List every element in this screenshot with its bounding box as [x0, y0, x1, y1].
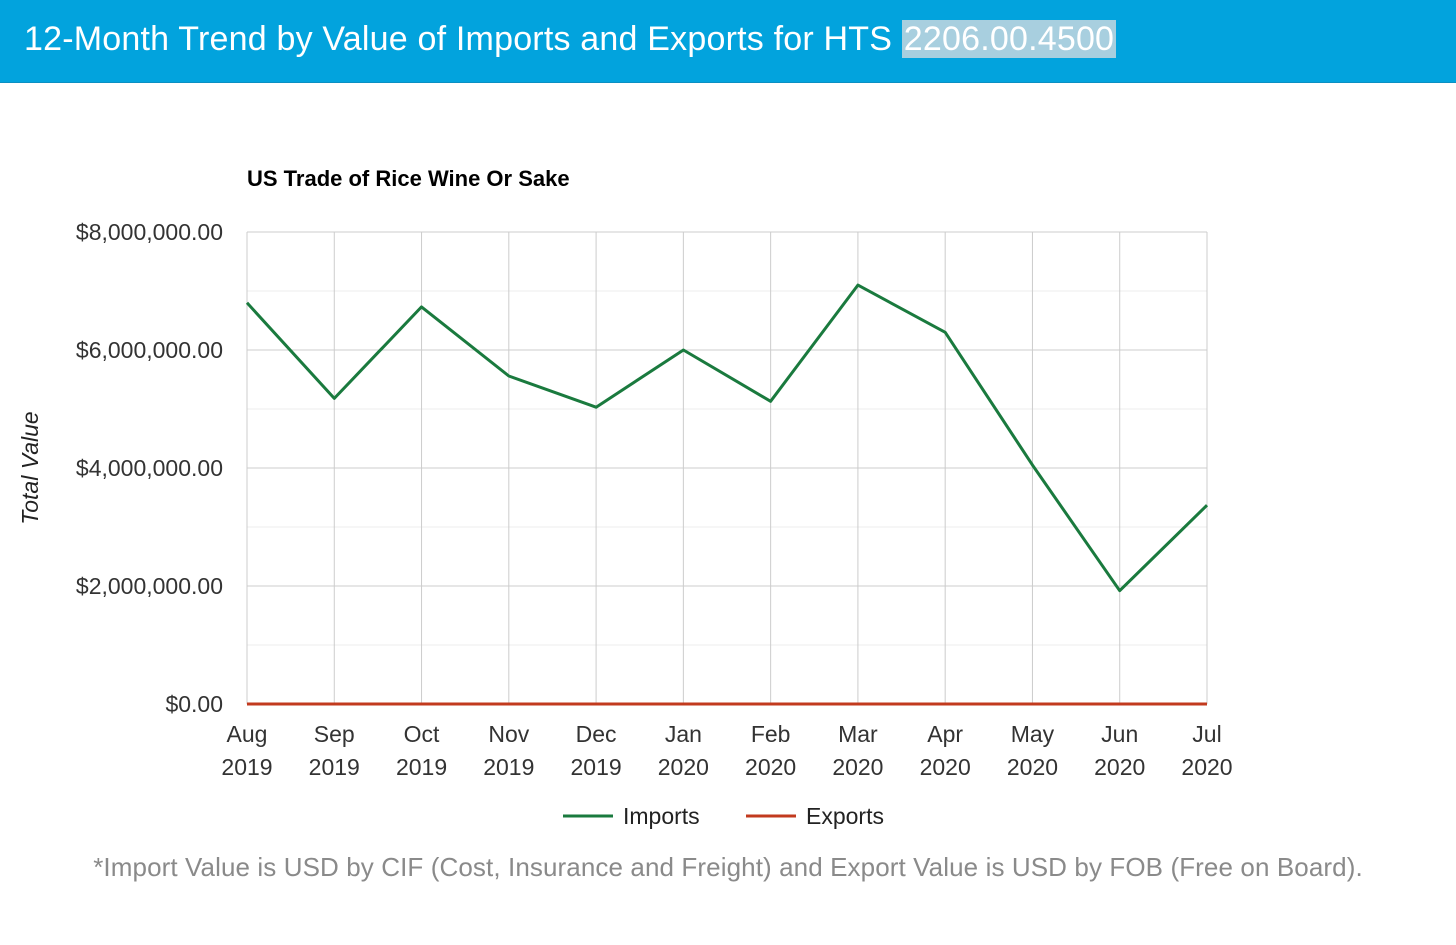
y-tick-label: $8,000,000.00: [76, 219, 223, 245]
data-point-exports[interactable]: [241, 698, 253, 710]
y-tick-label: $6,000,000.00: [76, 337, 223, 363]
data-point-exports[interactable]: [765, 698, 777, 710]
x-tick-label: Apr 2020: [920, 721, 971, 780]
data-point-imports[interactable]: [852, 279, 864, 291]
data-point-imports[interactable]: [241, 297, 253, 309]
x-tick-label: Jan 2020: [658, 721, 709, 780]
legend-label-imports[interactable]: Imports: [623, 803, 700, 829]
data-point-exports[interactable]: [416, 698, 428, 710]
page-title-prefix: 12-Month Trend by Value of Imports and E…: [24, 20, 902, 58]
trade-line-chart: $0.00 $2,000,000.00 $4,000,000.00 $6,000,00…: [17, 166, 1233, 829]
data-point-imports[interactable]: [590, 401, 602, 413]
data-point-imports[interactable]: [1026, 459, 1038, 471]
data-point-exports[interactable]: [939, 698, 951, 710]
page-title: 12-Month Trend by Value of Imports and E…: [24, 20, 1117, 59]
x-tick-label: May 2020: [1007, 721, 1058, 780]
x-tick-label: Sep 2019: [309, 721, 360, 780]
data-point-imports[interactable]: [1114, 585, 1126, 597]
data-point-imports[interactable]: [765, 395, 777, 407]
y-tick-label: $2,000,000.00: [76, 573, 223, 599]
footnote: *Import Value is USD by CIF (Cost, Insur…: [93, 852, 1363, 882]
header-bar: 12-Month Trend by Value of Imports and E…: [0, 0, 1456, 83]
data-point-exports[interactable]: [328, 698, 340, 710]
data-point-imports[interactable]: [328, 392, 340, 404]
data-point-imports[interactable]: [939, 326, 951, 338]
data-point-exports[interactable]: [1114, 698, 1126, 710]
data-point-exports[interactable]: [503, 698, 515, 710]
data-point-exports[interactable]: [1201, 698, 1213, 710]
data-point-exports[interactable]: [590, 698, 602, 710]
data-point-imports[interactable]: [416, 301, 428, 313]
y-axis-label: Total Value: [17, 411, 43, 524]
x-tick-label: Aug 2019: [221, 721, 272, 780]
x-tick-label: Jun 2020: [1094, 721, 1145, 780]
x-tick-label: Dec 2019: [571, 721, 622, 780]
x-tick-label: Feb 2020: [745, 721, 796, 780]
chart-title: US Trade of Rice Wine Or Sake: [247, 166, 570, 191]
data-point-imports[interactable]: [1201, 499, 1213, 511]
data-point-imports[interactable]: [677, 344, 689, 356]
series-line-imports: [245, 283, 1209, 593]
x-tick-label: Jul 2020: [1181, 721, 1232, 780]
data-point-exports[interactable]: [852, 698, 864, 710]
data-point-exports[interactable]: [677, 698, 689, 710]
x-tick-label: Oct 2019: [396, 721, 447, 780]
x-tick-label: Nov 2019: [483, 721, 534, 780]
data-point-exports[interactable]: [1026, 698, 1038, 710]
hts-code-highlight[interactable]: 2206.00.4500: [901, 20, 1117, 58]
x-tick-label: Mar 2020: [832, 721, 883, 780]
y-tick-label: $4,000,000.00: [76, 455, 223, 481]
legend-label-exports[interactable]: Exports: [806, 803, 884, 829]
data-point-imports[interactable]: [503, 370, 515, 382]
y-tick-label: $0.00: [165, 691, 223, 717]
